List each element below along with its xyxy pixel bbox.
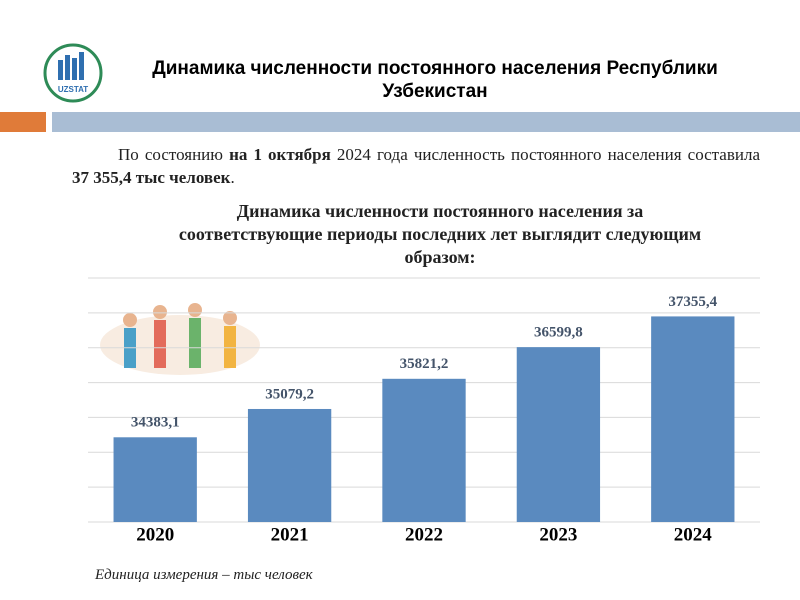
x-tick-label: 2020 — [136, 524, 174, 545]
bar — [113, 437, 197, 522]
intro-segment: 37 355,4 тыс человек — [72, 168, 231, 187]
intro-segment: 2024 года численность постоянного населе… — [330, 145, 760, 164]
person — [153, 305, 167, 319]
illustration — [100, 303, 260, 375]
footnote: Единица измерения – тыс человек — [95, 567, 313, 583]
accent-bar — [0, 112, 46, 132]
value-label: 36599,8 — [534, 325, 583, 341]
value-label: 35821,2 — [400, 356, 449, 372]
logo-bar — [72, 58, 77, 80]
bar — [516, 347, 601, 522]
intro-text: По состоянию на 1 октября 2024 года числ… — [72, 143, 760, 189]
person — [224, 326, 236, 368]
intro-segment: на 1 октября — [229, 145, 331, 164]
bar — [382, 378, 466, 522]
x-tick-label: 2023 — [539, 524, 577, 545]
bar — [247, 408, 332, 522]
person — [188, 303, 202, 317]
chart-title: Динамика численности постоянного населен… — [178, 201, 702, 267]
value-label: 35079,2 — [265, 386, 314, 402]
person — [154, 320, 166, 368]
header-bar — [52, 112, 800, 132]
person — [123, 313, 137, 327]
value-label: 34383,1 — [131, 415, 180, 431]
logo-bar — [65, 55, 70, 80]
person — [223, 311, 237, 325]
value-label: 37355,4 — [668, 294, 717, 310]
intro-segment: . — [230, 168, 235, 187]
logo-bar — [58, 60, 63, 80]
header-title: Динамика численности постоянного населен… — [152, 58, 718, 102]
bar — [651, 316, 735, 522]
person — [189, 318, 201, 368]
logo-text: UZSTAT — [58, 85, 88, 94]
crowd — [100, 315, 260, 375]
x-tick-label: 2021 — [271, 524, 309, 545]
x-tick-label: 2022 — [405, 524, 443, 545]
x-tick-label: 2024 — [674, 524, 713, 545]
logo-bar — [79, 52, 84, 80]
intro-segment: По состоянию — [118, 145, 230, 164]
